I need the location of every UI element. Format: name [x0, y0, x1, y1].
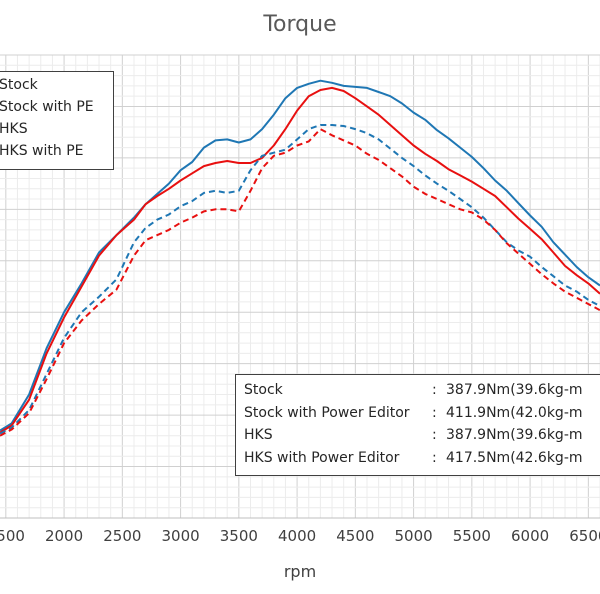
max-row: HKS with Power Editor : 417.5Nm(42.6kg-m	[244, 447, 600, 470]
x-tick-label: 2000	[45, 527, 83, 545]
max-row: Stock with Power Editor : 411.9Nm(42.0kg…	[244, 402, 600, 425]
x-tick-label: 3000	[161, 527, 199, 545]
x-tick-label: 3500	[220, 527, 258, 545]
max-row-value: 411.9Nm(42.0kg-m	[446, 404, 583, 421]
x-tick-label: 5500	[453, 527, 491, 545]
legend-entry-stock-with-pe: Stock with PE	[0, 99, 94, 115]
x-tick-label: 4500	[336, 527, 374, 545]
chart-title: Torque	[263, 12, 337, 37]
x-tick-label: 6500	[569, 527, 600, 545]
max-row-name: Stock with Power Editor	[244, 404, 410, 421]
max-row-separator: :	[432, 382, 437, 399]
x-tick-label: 1500	[0, 527, 25, 545]
max-row: HKS : 387.9Nm(39.6kg-m	[244, 424, 600, 447]
legend-entry-hks: HKS	[0, 121, 28, 137]
max-row-separator: :	[432, 404, 437, 421]
x-tick-label: 5000	[394, 527, 432, 545]
x-axis-label: rpm	[283, 562, 317, 581]
max-row-separator: :	[432, 449, 437, 466]
max-row-separator: :	[432, 427, 437, 444]
x-tick-labels: 1500 2000 2500 3000 3500 4000 4500 5000 5500 6000…	[0, 527, 600, 545]
x-tick-label: 2500	[103, 527, 141, 545]
max-row-value: 417.5Nm(42.6kg-m	[446, 449, 583, 466]
series-line-2	[0, 86, 600, 434]
legend: Stock Stock with PE HKS HKS with PE	[0, 71, 114, 170]
max-row-name: HKS with Power Editor	[244, 449, 400, 466]
max-row: Stock : 387.9Nm(39.6kg-m	[244, 379, 600, 402]
max-torque-box: Stock : 387.9Nm(39.6kg-m Stock with Powe…	[235, 374, 600, 476]
max-row-name: Stock	[244, 382, 283, 399]
series-line-4	[0, 128, 600, 437]
x-tick-label: 6000	[511, 527, 549, 545]
legend-entry-hks-with-pe: HKS with PE	[0, 143, 84, 159]
legend-entry-stock: Stock	[0, 77, 38, 93]
max-row-value: 387.9Nm(39.6kg-m	[446, 382, 583, 399]
max-row-name: HKS	[244, 427, 273, 444]
max-row-value: 387.9Nm(39.6kg-m	[446, 427, 583, 444]
series-line-1	[0, 79, 600, 432]
chart-series	[0, 79, 600, 437]
x-tick-label: 4000	[278, 527, 316, 545]
